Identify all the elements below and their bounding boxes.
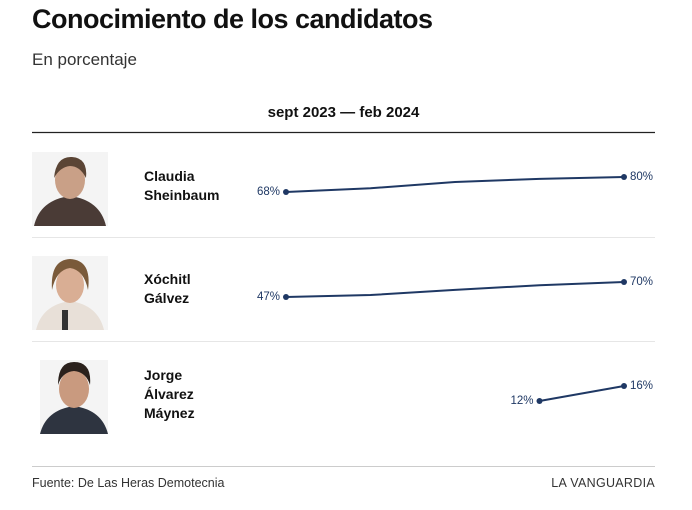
candidate-name: Xóchitl Gálvez xyxy=(144,271,191,306)
photo xyxy=(40,360,108,434)
point xyxy=(283,294,289,300)
value-label: 70% xyxy=(630,276,653,288)
value-label: 12% xyxy=(510,395,533,407)
point xyxy=(621,174,627,180)
photo xyxy=(32,256,108,330)
source: Fuente: De Las Heras Demotecnia xyxy=(32,476,225,490)
value-label: 47% xyxy=(257,291,280,303)
chart-subtitle: En porcentaje xyxy=(32,50,137,69)
value-label: 80% xyxy=(630,171,653,183)
chart-title: Conocimiento de los candidatos xyxy=(32,4,433,34)
credit: LA VANGUARDIA xyxy=(551,476,655,490)
photo xyxy=(32,152,108,226)
line xyxy=(285,281,625,298)
point xyxy=(621,383,627,389)
value-label: 68% xyxy=(257,186,280,198)
candidate-name: Claudia Sheinbaum xyxy=(144,168,220,203)
point xyxy=(536,398,543,404)
point xyxy=(621,279,627,285)
line xyxy=(285,176,625,193)
period-header: sept 2023 — feb 2024 xyxy=(267,104,420,121)
line xyxy=(539,385,625,402)
candidate-name: Jorge Álvarez Máynez xyxy=(144,367,195,421)
value-label: 16% xyxy=(630,380,653,392)
point xyxy=(283,189,289,195)
